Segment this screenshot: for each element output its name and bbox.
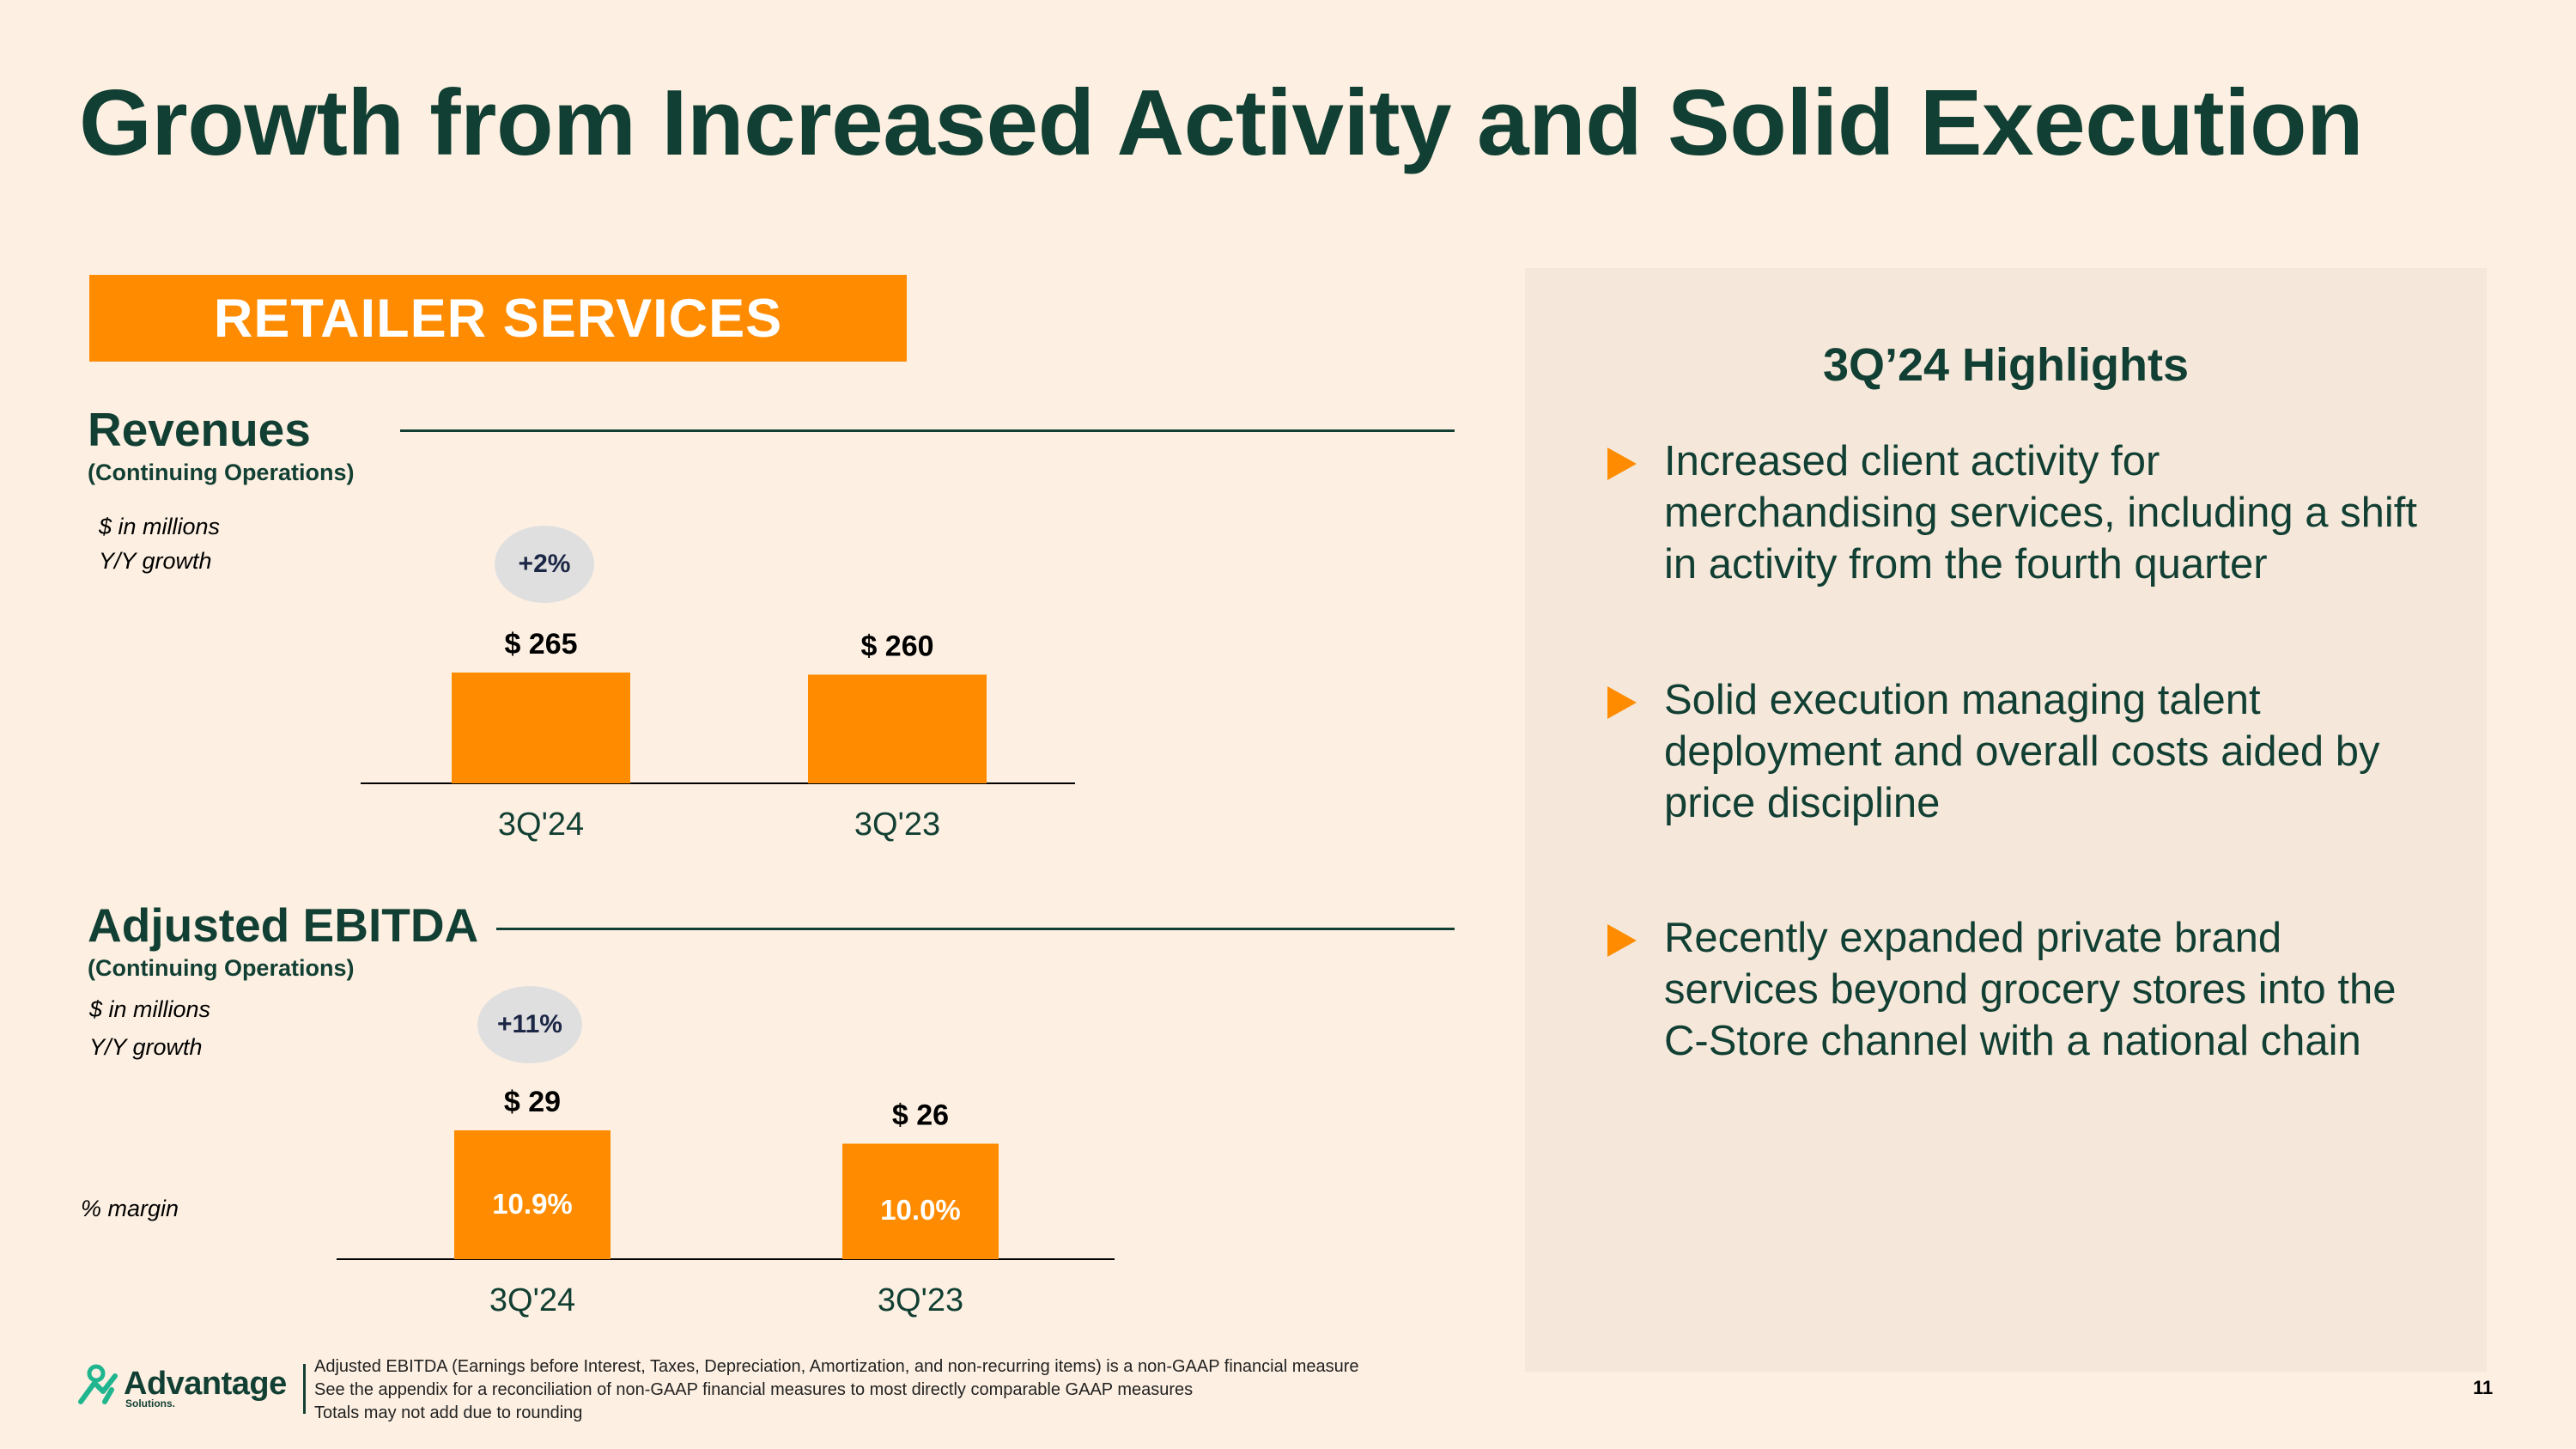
ebitda-unit-note: $ in millions [89, 996, 211, 1022]
footer-divider [303, 1364, 306, 1414]
ebitda-category-3q23: 3Q'23 [878, 1282, 963, 1318]
ebitda-bar-3q23 [842, 1143, 999, 1259]
ebitda-category-3q24: 3Q'24 [489, 1282, 575, 1318]
bullet-arrow-icon [1607, 924, 1637, 957]
revenues-growth-badge: +2% [495, 526, 594, 603]
revenues-value-label-3q24: $ 265 [504, 628, 577, 661]
logo-subtext: Solutions. [125, 1397, 175, 1409]
bullet-arrow-icon [1607, 686, 1637, 719]
ebitda-subtitle: (Continuing Operations) [88, 955, 355, 981]
highlight-text: Recently expanded private brand services… [1664, 915, 2397, 1064]
revenues-category-3q23: 3Q'23 [854, 807, 940, 843]
footnote-appendix: See the appendix for a reconciliation of… [314, 1380, 1194, 1399]
bullet-arrow-icon [1607, 447, 1637, 480]
ebitda-value-label-3q23: $ 26 [892, 1099, 949, 1132]
revenues-value-label-3q23: $ 260 [860, 630, 933, 662]
ebitda-growth-note: Y/Y growth [89, 1034, 203, 1060]
revenues-subtitle: (Continuing Operations) [88, 460, 355, 485]
slide-title: Growth from Increased Activity and Solid… [79, 70, 2364, 175]
ebitda-divider [496, 928, 1455, 930]
ebitda-margin-note: % margin [81, 1196, 179, 1221]
highlights-title: 3Q’24 Highlights [1822, 339, 2190, 391]
revenues-divider [400, 429, 1455, 432]
revenues-unit-note: $ in millions [99, 514, 221, 539]
highlight-item: Recently expanded private brand services… [1607, 912, 2432, 1067]
footnote-rounding: Totals may not add due to rounding [314, 1403, 583, 1422]
ebitda-margin-label-3q24: 10.9% [492, 1188, 573, 1220]
segment-banner: RETAILER SERVICES [89, 275, 907, 362]
highlight-text: Solid execution managing talent deployme… [1664, 677, 2380, 826]
highlights-panel: 3Q’24 Highlights Increased client activi… [1525, 268, 2487, 1372]
highlight-item: Increased client activity for merchandis… [1607, 435, 2432, 590]
revenues-growth-note: Y/Y growth [99, 548, 212, 574]
revenues-bar-3q23 [808, 674, 987, 783]
logo-wordmark: Advantage [124, 1366, 287, 1402]
page-number: 11 [2473, 1377, 2494, 1398]
highlight-item: Solid execution managing talent deployme… [1607, 674, 2432, 829]
highlight-text: Increased client activity for merchandis… [1664, 438, 2417, 588]
advantage-logo-icon [78, 1364, 118, 1404]
ebitda-bar-3q24 [454, 1130, 611, 1259]
ebitda-margin-label-3q23: 10.0% [880, 1194, 961, 1226]
ebitda-growth-badge: +11% [477, 986, 582, 1063]
ebitda-title: Adjusted EBITDA [88, 898, 479, 952]
ebitda-value-label-3q24: $ 29 [504, 1086, 561, 1118]
revenues-bar-3q24 [452, 673, 630, 783]
revenues-title: Revenues [88, 403, 311, 456]
revenues-category-3q24: 3Q'24 [498, 807, 584, 843]
footnote-ebitda-definition: Adjusted EBITDA (Earnings before Interes… [314, 1357, 1359, 1376]
